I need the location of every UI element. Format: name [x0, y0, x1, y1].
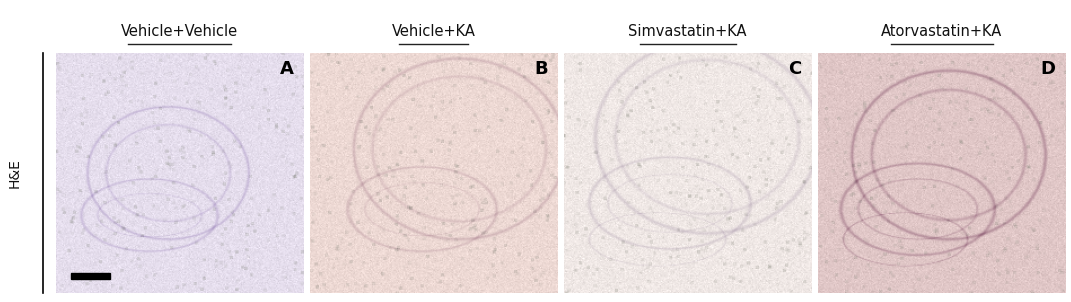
Text: Vehicle+KA: Vehicle+KA: [392, 24, 476, 39]
Bar: [71, 273, 110, 278]
Text: Atorvastatin+KA: Atorvastatin+KA: [881, 24, 1002, 39]
Text: B: B: [534, 60, 547, 78]
Text: Vehicle+Vehicle: Vehicle+Vehicle: [121, 24, 238, 39]
Text: D: D: [1041, 60, 1056, 78]
Text: A: A: [280, 60, 293, 78]
Text: H&E: H&E: [7, 158, 22, 188]
Text: Simvastatin+KA: Simvastatin+KA: [629, 24, 746, 39]
Text: C: C: [788, 60, 801, 78]
